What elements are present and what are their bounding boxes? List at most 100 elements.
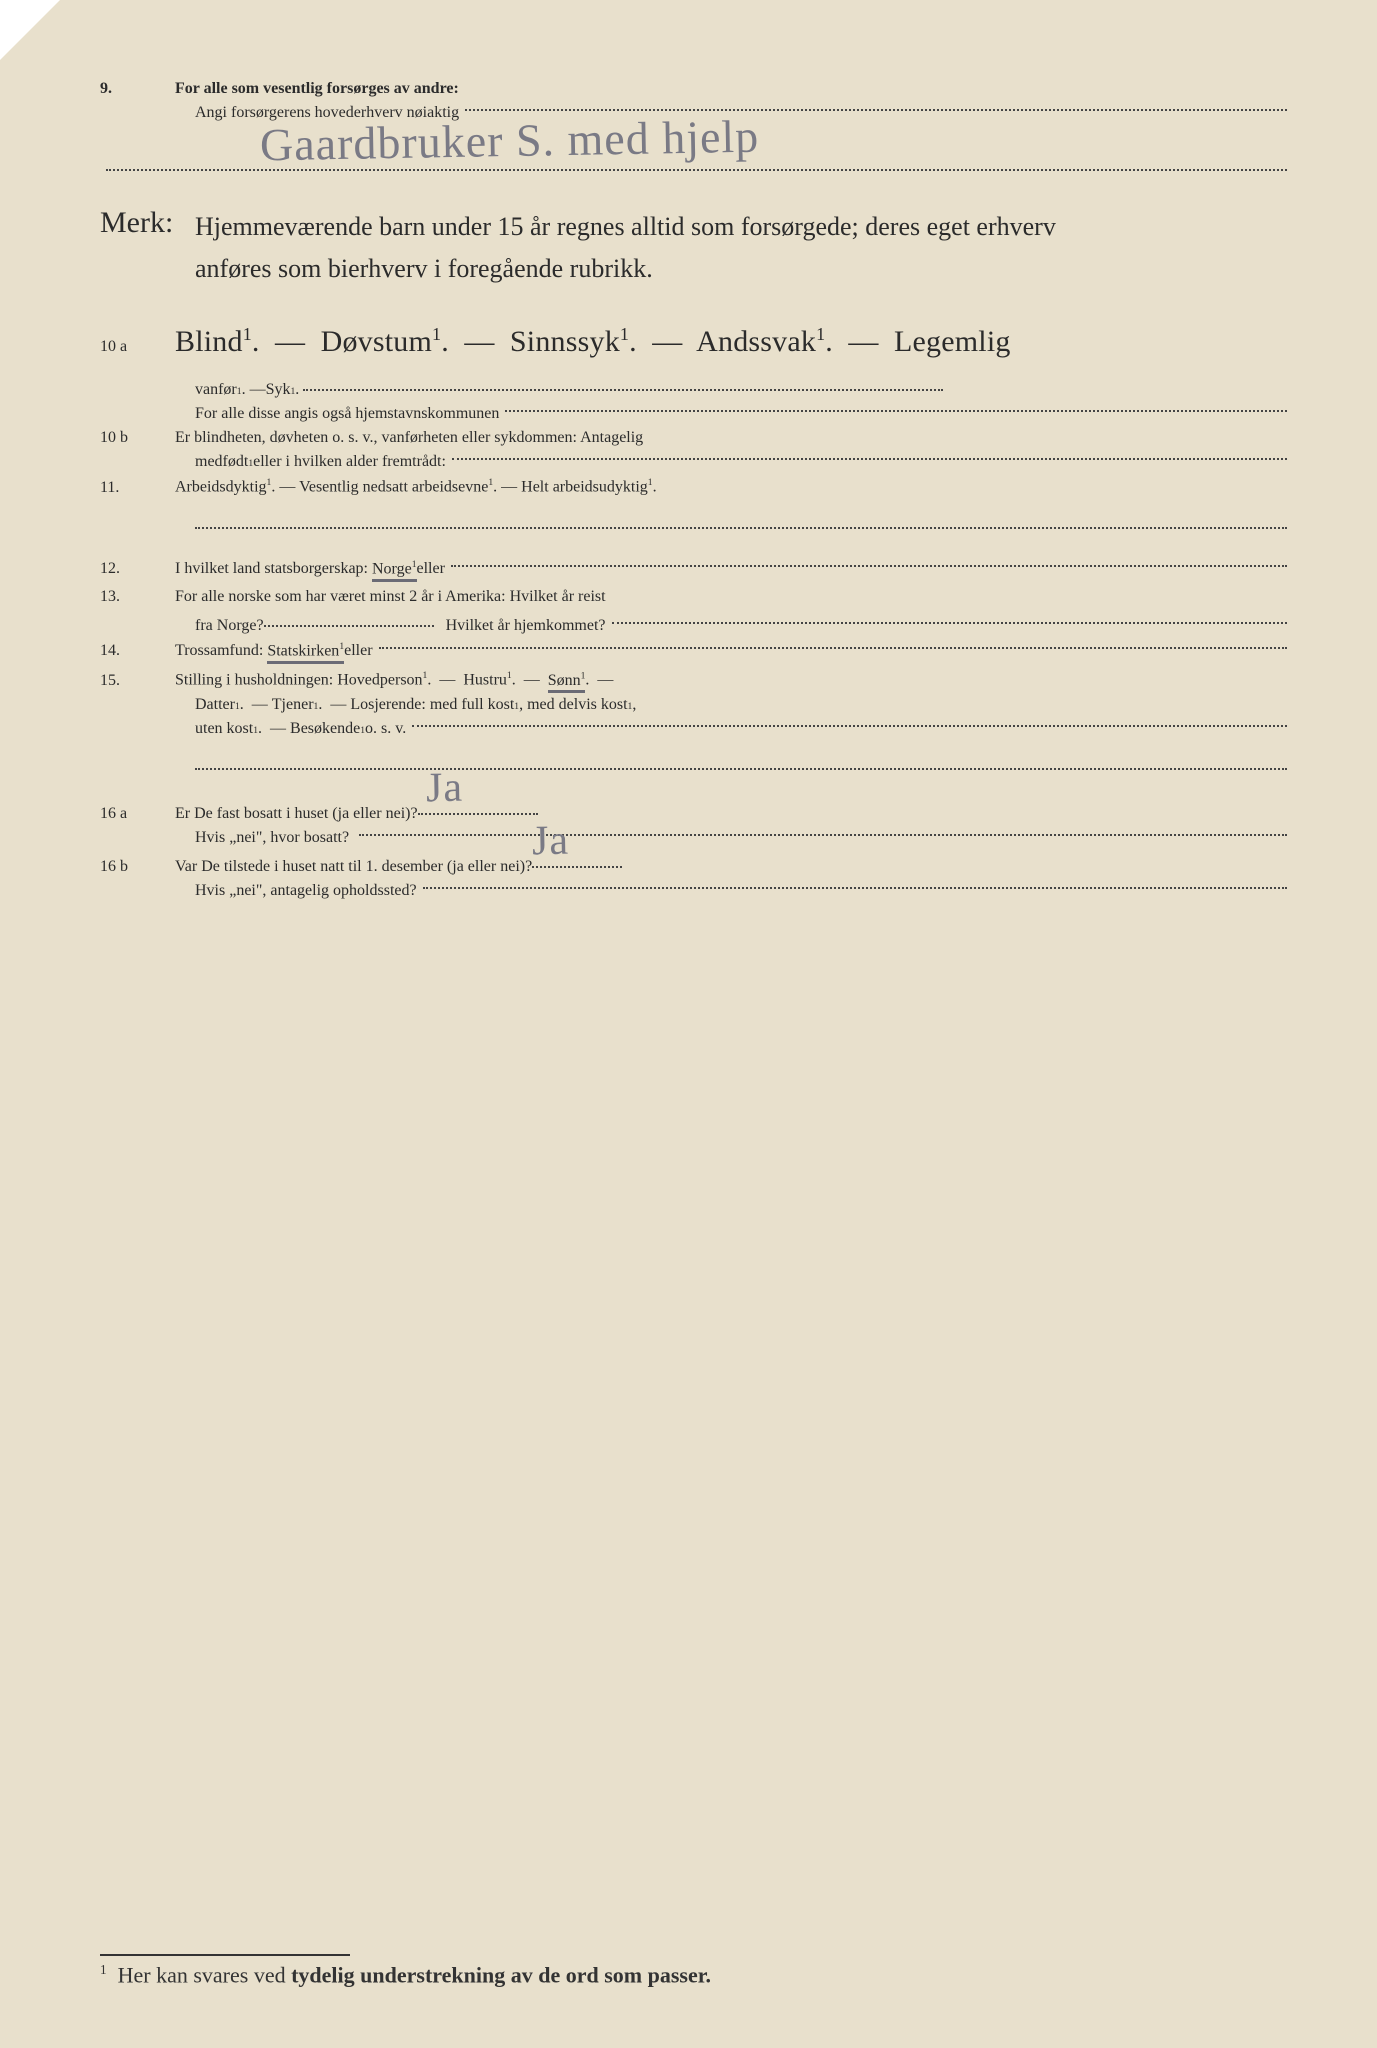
footnote-marker: 1 <box>100 1962 107 1977</box>
footnote-text-row: 1 Her kan svares ved tydelig understrekn… <box>100 1962 1287 1988</box>
q10a-row2: vanfør1. — Syk1. <box>100 376 1287 399</box>
q10b-medfodt: medfødt <box>195 453 248 471</box>
q9-fill-2 <box>106 168 1287 171</box>
q14-text-b: eller <box>344 642 372 660</box>
q12-fill <box>451 564 1287 567</box>
q11-number: 11. <box>100 479 175 497</box>
q16a-sub-fill <box>359 833 1287 836</box>
opt-arbeidsdyktig: Arbeidsdyktig <box>175 479 267 496</box>
q16a-sub: Hvis „nei", hvor bosatt? <box>195 829 349 847</box>
question-9-title-row: 9. For alle som vesentlig forsørges av a… <box>100 80 1287 98</box>
q9-handwritten-answer: Gaardbruker S. med hjelp <box>260 110 760 172</box>
q16b-row: 16 b Var De tilstede i huset natt til 1.… <box>100 853 1287 876</box>
q15-number: 15. <box>100 672 175 690</box>
q15-uten-kost: uten kost <box>195 720 253 738</box>
merk-label: Merk: <box>100 206 195 289</box>
opt-syk: Syk <box>266 381 291 399</box>
q16a-row: 16 a Er De fast bosatt i huset (ja eller… <box>100 800 1287 823</box>
q13-row2: fra Norge? Hvilket år hjemkommet? <box>100 612 1287 635</box>
q10a-line1: Blind1. — Døvstum1. — Sinnssyk1. — Andss… <box>175 313 1287 370</box>
q14-statskirken: Statskirken <box>267 642 339 659</box>
q15-losjerende-full: Losjerende: med full kost <box>350 696 514 714</box>
q15-line1: Stilling i husholdningen: Hovedperson1. … <box>175 670 1287 689</box>
opt-vanfor: vanfør <box>195 381 237 399</box>
q14-row: 14. Trossamfund: Statskirken1 eller <box>100 641 1287 664</box>
merk-text: Hjemmeværende barn under 15 år regnes al… <box>195 206 1056 289</box>
q15-tjener: Tjener <box>272 696 314 714</box>
q12-norge: Norge <box>372 560 412 577</box>
separator-1 <box>195 527 1287 529</box>
q13-row1: 13. For alle norske som har været minst … <box>100 588 1287 606</box>
q13-number: 13. <box>100 588 175 606</box>
q15-fill <box>412 724 1287 727</box>
q15-hovedperson: Stilling i husholdningen: Hovedperson <box>175 672 423 689</box>
separator-2 <box>195 768 1287 770</box>
q14-statskirken-underlined: Statskirken1 <box>267 641 344 664</box>
q12-row: 12. I hvilket land statsborgerskap: Norg… <box>100 559 1287 582</box>
q15-osv: o. s. v. <box>365 720 406 738</box>
q15-besokende: Besøkende <box>290 720 360 738</box>
q12-number: 12. <box>100 560 175 578</box>
q16b-number: 16 b <box>100 858 175 876</box>
q10a-number: 10 a <box>100 338 175 356</box>
q15-sonn: Sønn <box>548 672 581 689</box>
footnote-area: 1 Her kan svares ved tydelig understrekn… <box>100 1954 1287 1988</box>
footnote-rule <box>100 1954 350 1956</box>
q13-fill1 <box>264 609 434 627</box>
q12-text-a: I hvilket land statsborgerskap: <box>175 560 368 578</box>
q10b-fill <box>452 457 1287 460</box>
q14-text-a: Trossamfund: <box>175 642 263 660</box>
q15-comma: , <box>632 696 636 714</box>
q15-row2: Datter1. — Tjener1. — Losjerende: med fu… <box>100 696 1287 714</box>
q9-fill-1 <box>465 108 1287 111</box>
q15-row3: uten kost1. — Besøkende1 o. s. v. <box>100 720 1287 738</box>
q12-text-b: eller <box>417 560 445 578</box>
opt-andssvak: Andssvak <box>696 325 816 358</box>
q14-number: 14. <box>100 642 175 660</box>
q13-fra-norge: fra Norge? <box>195 617 264 635</box>
q13-hjemkommet: Hvilket år hjemkommet? <box>446 617 606 635</box>
q16a-question: Er De fast bosatt i huset (ja eller nei)… <box>175 805 418 823</box>
q16b-sub-row: Hvis „nei", antagelig opholdssted? <box>100 882 1287 900</box>
merk-note-block: Merk: Hjemmeværende barn under 15 år reg… <box>100 206 1287 289</box>
q14-fill <box>379 646 1287 649</box>
q11-row: 11. Arbeidsdyktig1. — Vesentlig nedsatt … <box>100 477 1287 496</box>
q12-norge-underlined: Norge1 <box>372 559 417 582</box>
q10a-row1: 10 a Blind1. — Døvstum1. — Sinnssyk1. — … <box>100 313 1287 370</box>
q16b-sub: Hvis „nei", antagelig opholdssted? <box>195 882 417 900</box>
q10a-row3: For alle disse angis også hjemstavnskomm… <box>100 405 1287 423</box>
page-corner-fold <box>0 0 60 60</box>
q13-fill2 <box>612 621 1287 624</box>
merk-text-line1: Hjemmeværende barn under 15 år regnes al… <box>195 212 1056 241</box>
q15-datter: Datter <box>195 696 235 714</box>
opt-blind: Blind <box>175 325 243 358</box>
q11-content: Arbeidsdyktig1. — Vesentlig nedsatt arbe… <box>175 477 1287 496</box>
census-form-page: 9. For alle som vesentlig forsørges av a… <box>0 0 1377 2048</box>
q10a-line3: For alle disse angis også hjemstavnskomm… <box>195 405 499 423</box>
q10b-row2: medfødt1 eller i hvilken alder fremtrådt… <box>100 453 1287 471</box>
q15-row1: 15. Stilling i husholdningen: Hovedperso… <box>100 670 1287 689</box>
q10a-fill <box>303 373 943 391</box>
q15-delvis: , med delvis kost <box>519 696 627 714</box>
opt-legemlig: Legemlig <box>894 325 1011 358</box>
q10b-row1: 10 b Er blindheten, døvheten o. s. v., v… <box>100 429 1287 447</box>
q13-line1: For alle norske som har været minst 2 år… <box>175 588 1287 606</box>
q16b-sub-fill <box>423 886 1287 889</box>
q9-answer-row: Gaardbruker S. med hjelp <box>100 128 1287 188</box>
opt-sinnssyk: Sinnssyk <box>510 325 620 358</box>
merk-text-line2: anføres som bierhverv i foregående rubri… <box>195 254 653 283</box>
opt-udyktig: Helt arbeidsudyktig <box>521 479 648 496</box>
q9-number: 9. <box>100 80 175 98</box>
q15-sonn-underlined: Sønn1 <box>548 672 586 693</box>
q10b-rest: eller i hvilken alder fremtrådt: <box>253 453 446 471</box>
q15-hustru: Hustru <box>463 672 507 689</box>
q16b-question: Var De tilstede i huset natt til 1. dese… <box>175 858 532 876</box>
q10b-number: 10 b <box>100 429 175 447</box>
q16b-answer: Ja <box>532 816 570 865</box>
q9-title: For alle som vesentlig forsørges av andr… <box>175 80 459 98</box>
q10a-fill2 <box>505 409 1287 412</box>
q16a-number: 16 a <box>100 805 175 823</box>
q10b-line1: Er blindheten, døvheten o. s. v., vanfør… <box>175 429 1287 447</box>
footnote-text: Her kan svares ved tydelig understreknin… <box>118 1962 711 1987</box>
q16a-answer: Ja <box>425 763 463 812</box>
